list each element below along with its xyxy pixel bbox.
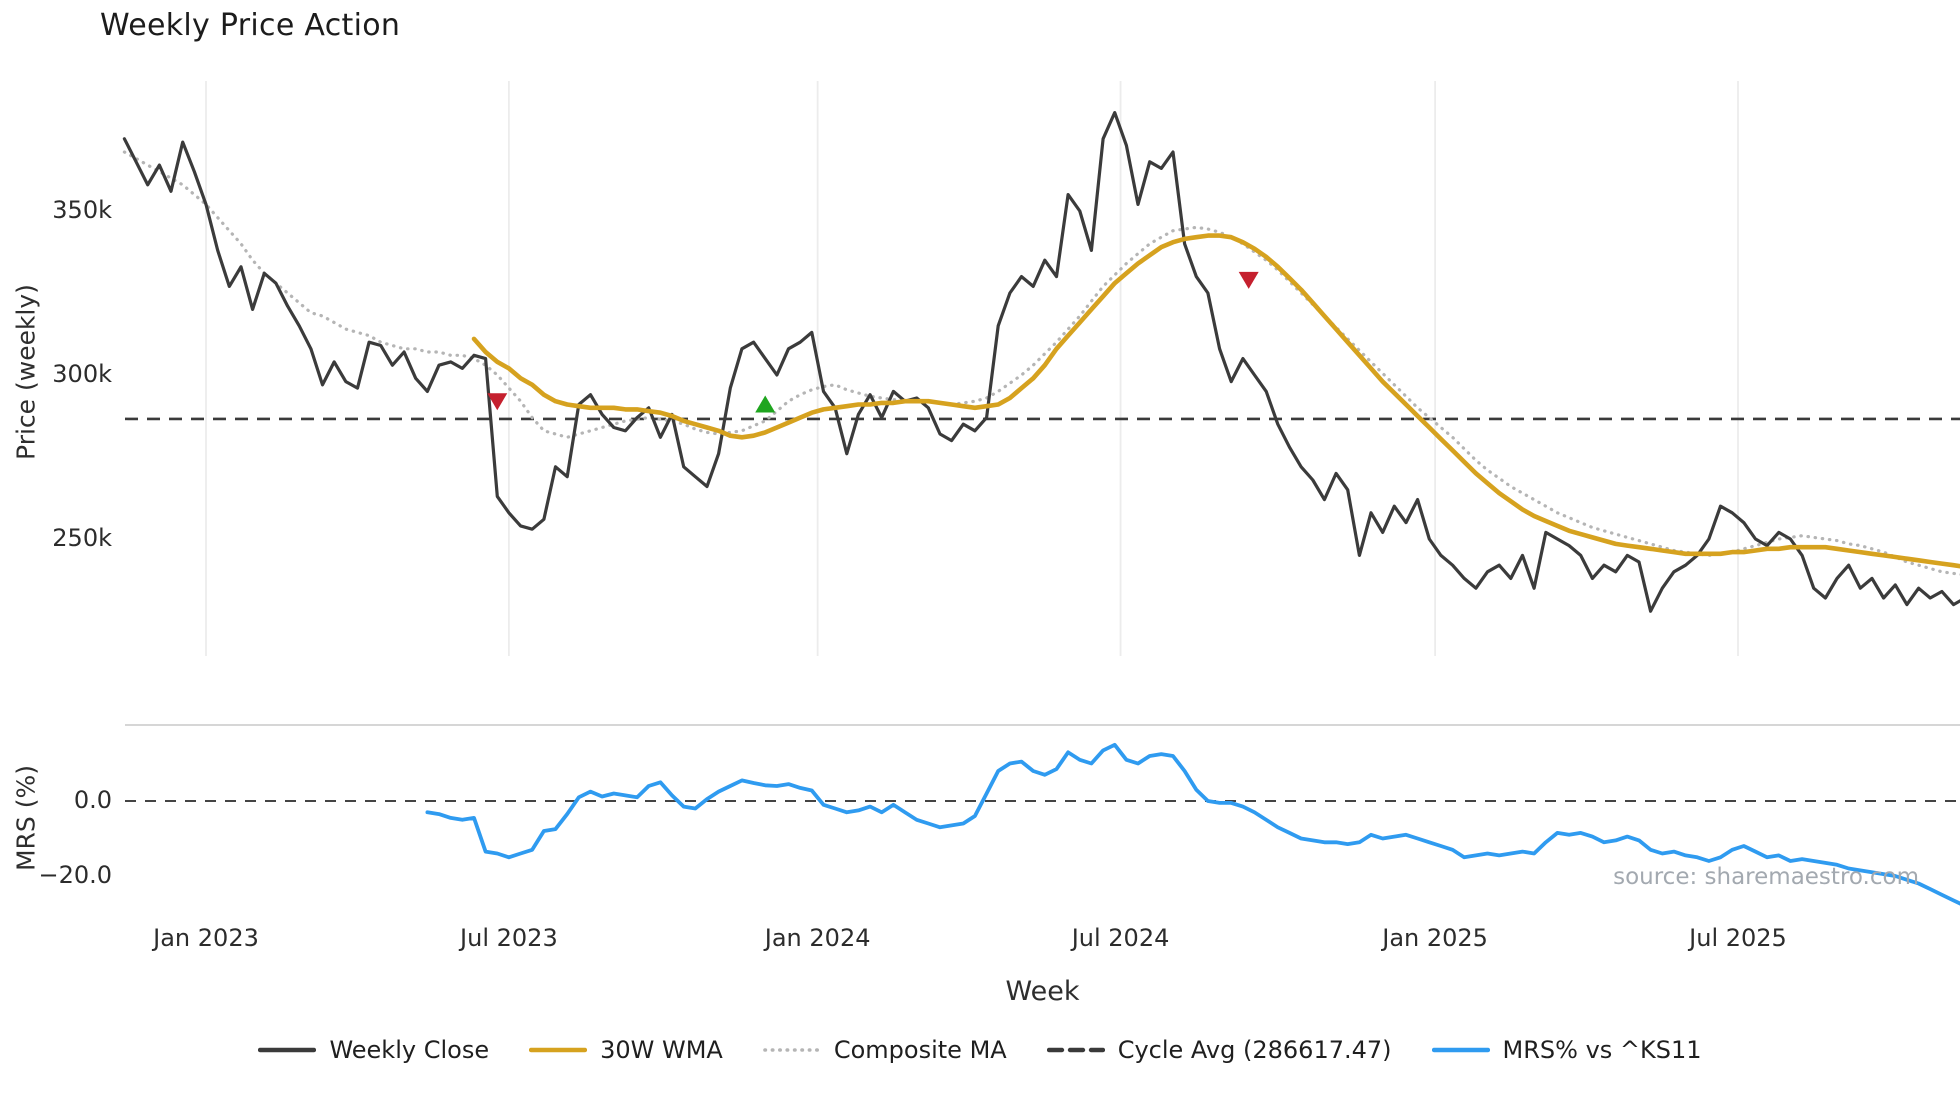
- legend-label: Composite MA: [833, 1036, 1007, 1064]
- buy-marker-icon: [755, 395, 776, 413]
- legend-item-cycle-avg-286617-47: Cycle Avg (286617.47): [1046, 1036, 1392, 1064]
- sell-marker-icon: [1238, 271, 1259, 289]
- x-tick-label: Jan 2024: [764, 924, 871, 952]
- series-mrs-vs-ks11: [425, 742, 1960, 906]
- legend-swatch-weekly-close-icon: [258, 1047, 317, 1053]
- price-tick-label: 300k: [52, 360, 112, 388]
- price-tick-label: 250k: [52, 524, 112, 552]
- legend-label: MRS% vs ^KS11: [1502, 1036, 1702, 1064]
- legend-item-30w-wma: 30W WMA: [529, 1036, 723, 1064]
- mrs-axis-label: MRS (%): [11, 764, 41, 872]
- legend-label: Cycle Avg (286617.47): [1117, 1036, 1392, 1064]
- x-tick-label: Jan 2023: [153, 924, 259, 952]
- legend-item-weekly-close: Weekly Close: [258, 1036, 489, 1064]
- x-tick-label: Jan 2025: [1382, 924, 1488, 952]
- legend-swatch-30w-wma-icon: [529, 1047, 588, 1053]
- series-composite-ma: [122, 150, 1960, 576]
- price-tick-label: 350k: [52, 196, 112, 224]
- legend-label: Weekly Close: [329, 1036, 490, 1064]
- x-axis-label: Week: [1005, 976, 1080, 1007]
- series-weekly-close: [122, 110, 1960, 613]
- mrs-tick-label: 0.0: [73, 786, 112, 814]
- x-tick-label: Jul 2025: [1689, 924, 1787, 952]
- legend-swatch-mrs-vs-ks11-icon: [1431, 1047, 1490, 1053]
- sell-marker-icon: [487, 393, 508, 411]
- source-credit: source: sharemaestro.com: [1613, 864, 1919, 890]
- x-tick-label: Jul 2024: [1071, 924, 1170, 952]
- legend-item-composite-ma: Composite MA: [763, 1036, 1007, 1064]
- chart-title: Weekly Price Action: [100, 8, 401, 43]
- mrs-tick-label: −20.0: [38, 861, 112, 889]
- legend-swatch-composite-ma-icon: [763, 1048, 821, 1052]
- legend-item-mrs-vs-ks11: MRS% vs ^KS11: [1431, 1036, 1702, 1064]
- x-tick-label: Jul 2023: [460, 924, 558, 952]
- legend: Weekly Close 30W WMA Composite MA Cycle Avg…: [0, 1036, 1960, 1064]
- legend-swatch-cycle-avg-286617-47-icon: [1046, 1047, 1105, 1053]
- series-30w-wma: [471, 233, 1960, 569]
- legend-label: 30W WMA: [600, 1036, 723, 1064]
